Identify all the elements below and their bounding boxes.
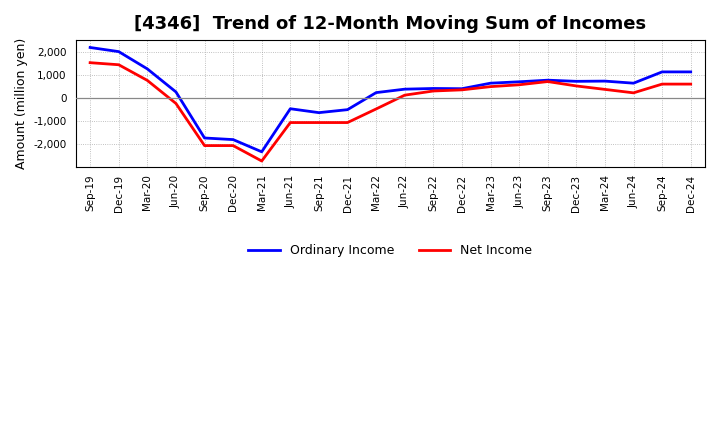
Ordinary Income (343, 107, 352, 112)
Ordinary Income (429, 86, 438, 91)
Net Income (658, 81, 667, 87)
Net Income (286, 120, 294, 125)
Ordinary Income (544, 77, 552, 83)
Net Income (86, 60, 94, 65)
Net Income (171, 101, 180, 106)
Net Income (143, 78, 152, 83)
Net Income (629, 90, 638, 95)
Net Income (258, 158, 266, 164)
Ordinary Income (229, 137, 238, 142)
Net Income (572, 83, 580, 88)
Ordinary Income (200, 136, 209, 141)
Ordinary Income (686, 69, 695, 74)
Ordinary Income (86, 45, 94, 50)
Title: [4346]  Trend of 12-Month Moving Sum of Incomes: [4346] Trend of 12-Month Moving Sum of I… (135, 15, 647, 33)
Net Income (486, 84, 495, 89)
Ordinary Income (600, 78, 609, 84)
Ordinary Income (458, 86, 467, 92)
Net Income (315, 120, 323, 125)
Net Income (429, 88, 438, 94)
Net Income (229, 143, 238, 148)
Line: Ordinary Income: Ordinary Income (90, 48, 690, 152)
Ordinary Income (143, 66, 152, 72)
Net Income (343, 120, 352, 125)
Net Income (400, 92, 409, 98)
Line: Net Income: Net Income (90, 62, 690, 161)
Ordinary Income (114, 49, 123, 54)
Ordinary Income (400, 87, 409, 92)
Net Income (458, 87, 467, 92)
Net Income (515, 82, 523, 88)
Ordinary Income (171, 89, 180, 95)
Net Income (544, 79, 552, 84)
Net Income (114, 62, 123, 67)
Ordinary Income (286, 106, 294, 111)
Y-axis label: Amount (million yen): Amount (million yen) (15, 38, 28, 169)
Net Income (600, 87, 609, 92)
Ordinary Income (315, 110, 323, 115)
Net Income (200, 143, 209, 148)
Ordinary Income (486, 81, 495, 86)
Ordinary Income (629, 81, 638, 86)
Ordinary Income (572, 79, 580, 84)
Ordinary Income (372, 90, 380, 95)
Legend: Ordinary Income, Net Income: Ordinary Income, Net Income (243, 239, 537, 262)
Net Income (686, 81, 695, 87)
Net Income (372, 106, 380, 112)
Ordinary Income (515, 79, 523, 84)
Ordinary Income (258, 149, 266, 154)
Ordinary Income (658, 69, 667, 74)
